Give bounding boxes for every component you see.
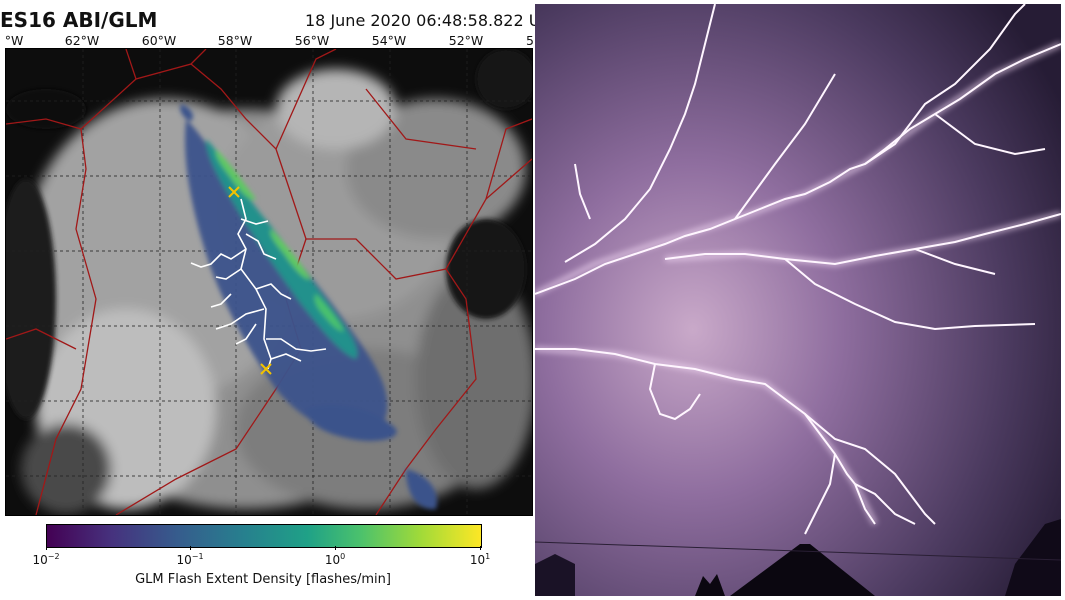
- lightning-photo: [535, 4, 1061, 596]
- power-line: [535, 541, 1061, 561]
- lon-label: 62°W: [64, 33, 100, 48]
- lon-label: 54°W: [371, 33, 407, 48]
- satellite-image: [5, 48, 533, 516]
- graticule: [6, 49, 532, 515]
- rooftop-silhouette: [730, 544, 875, 596]
- map-title: ES16 ABI/GLM: [0, 8, 158, 32]
- night-sky: [535, 4, 1061, 596]
- colorbar-tick: [480, 546, 481, 550]
- tree-silhouette: [535, 554, 575, 596]
- lon-label: 5: [526, 33, 534, 48]
- tree-silhouette: [1005, 519, 1061, 596]
- colorbar-tick-label: 101: [469, 552, 491, 567]
- colorbar-tick: [190, 546, 191, 550]
- colorbar-tick-label: 10−1: [176, 552, 204, 567]
- satellite-map-panel: ES16 ABI/GLM 18 June 2020 06:48:58.822 U…: [0, 8, 535, 587]
- longitude-labels: °W 62°W 60°W 58°W 56°W 54°W 52°W 5: [0, 31, 535, 49]
- colorbar-tick: [335, 546, 336, 550]
- map-timestamp: 18 June 2020 06:48:58.822 U: [305, 11, 535, 30]
- colorbar-tick-label: 10−2: [32, 552, 60, 567]
- colorbar-tick-label: 100: [324, 552, 346, 567]
- lightning-trace: [190, 198, 327, 370]
- lon-label: 60°W: [141, 33, 177, 48]
- lon-label: 56°W: [294, 33, 330, 48]
- tree-silhouette: [695, 574, 725, 596]
- trace-endpoint-markers: [228, 186, 272, 375]
- colorbar: [46, 524, 482, 548]
- lon-label: 52°W: [448, 33, 484, 48]
- colorbar-title: GLM Flash Extent Density [flashes/min]: [135, 572, 391, 587]
- colorbar-tick: [46, 546, 47, 550]
- flash-density-swath: [180, 104, 437, 510]
- lon-label: °W: [4, 33, 24, 48]
- colorbar-gradient: [47, 525, 481, 547]
- lon-label: 58°W: [217, 33, 253, 48]
- lightning-bolts: [535, 4, 1061, 535]
